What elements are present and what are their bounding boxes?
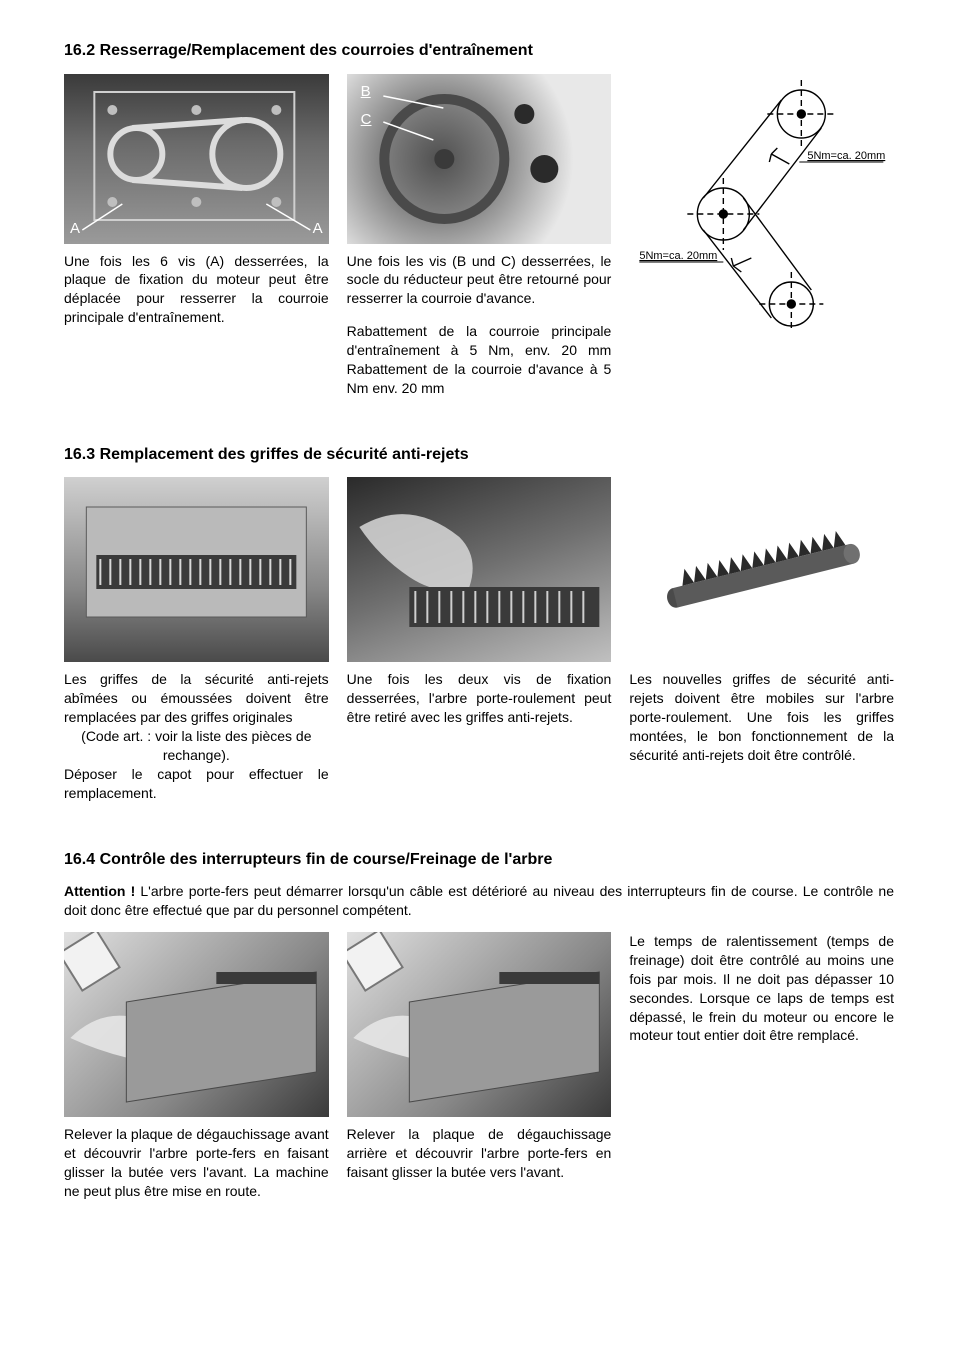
figure-16-3-claw-bar — [629, 477, 894, 662]
caption-16-2-1: Une fois les 6 vis (A) desserrées, la pl… — [64, 252, 329, 328]
col-16-4-2: Relever la plaque de dégauchissage arriè… — [347, 932, 612, 1201]
caption-16-2-2b: Rabattement de la courroie principale d'… — [347, 322, 612, 398]
figure-16-2-gearbox: B C — [347, 74, 612, 244]
caption-16-3-2: Une fois les deux vis de fixation desser… — [347, 670, 612, 727]
heading-16-4: 16.4 Contrôle des interrupteurs fin de c… — [64, 849, 894, 871]
col-16-4-3: Le temps de ralentissement (temps de fre… — [629, 932, 894, 1201]
caption-16-3-3: Les nouvelles griffes de sécurité anti-r… — [629, 670, 894, 764]
figure-16-3-machine-claws — [64, 477, 329, 662]
caption-16-4-2: Relever la plaque de dégauchissage arriè… — [347, 1125, 612, 1182]
caption-16-3-1b: (Code art. : voir la liste des pièces de… — [64, 727, 329, 765]
col-16-3-2: Une fois les deux vis de fixation desser… — [347, 477, 612, 802]
label-A-right: A — [313, 219, 323, 239]
section-16-2-row: A A Une fois les 6 vis (A) desserrées, l… — [64, 74, 894, 398]
label-B: B — [361, 82, 371, 102]
warning-text: L'arbre porte-fers peut démarrer lorsqu'… — [64, 883, 894, 918]
warning-16-4: Attention ! L'arbre porte-fers peut déma… — [64, 882, 894, 920]
figure-16-3-remove-shaft — [347, 477, 612, 662]
caption-16-2-2a: Une fois les vis (B und C) desserrées, l… — [347, 252, 612, 309]
figure-16-2-motor-plate: A A — [64, 74, 329, 244]
col-16-2-3: 5Nm=ca. 20mm 5Nm=ca. 20mm — [629, 74, 894, 398]
figure-16-4-front-plate — [64, 932, 329, 1117]
diagram-label-top: 5Nm=ca. 20mm — [808, 150, 886, 162]
caption-16-3-1c: Déposer le capot pour effectuer le rempl… — [64, 765, 329, 803]
heading-16-3: 16.3 Remplacement des griffes de sécurit… — [64, 444, 894, 466]
caption-16-3-1a: Les griffes de la sécurité anti-rejets a… — [64, 670, 329, 727]
figure-16-2-belt-diagram: 5Nm=ca. 20mm 5Nm=ca. 20mm — [629, 74, 894, 332]
col-16-4-1: Relever la plaque de dégauchissage avant… — [64, 932, 329, 1201]
figure-16-4-rear-plate — [347, 932, 612, 1117]
caption-16-4-1: Relever la plaque de dégauchissage avant… — [64, 1125, 329, 1201]
label-C: C — [361, 110, 372, 130]
caption-16-4-3: Le temps de ralentissement (temps de fre… — [629, 932, 894, 1045]
col-16-2-2: B C Une fois les vis (B und C) desserrée… — [347, 74, 612, 398]
col-16-3-3: Les nouvelles griffes de sécurité anti-r… — [629, 477, 894, 802]
col-16-2-1: A A Une fois les 6 vis (A) desserrées, l… — [64, 74, 329, 398]
section-16-3-row: Les griffes de la sécurité anti-rejets a… — [64, 477, 894, 802]
label-A-left: A — [70, 219, 80, 239]
diagram-label-bottom: 5Nm=ca. 20mm — [640, 250, 718, 262]
col-16-3-1: Les griffes de la sécurité anti-rejets a… — [64, 477, 329, 802]
warning-label: Attention ! — [64, 883, 135, 899]
heading-16-2: 16.2 Resserrage/Remplacement des courroi… — [64, 40, 894, 62]
section-16-4-row: Relever la plaque de dégauchissage avant… — [64, 932, 894, 1201]
